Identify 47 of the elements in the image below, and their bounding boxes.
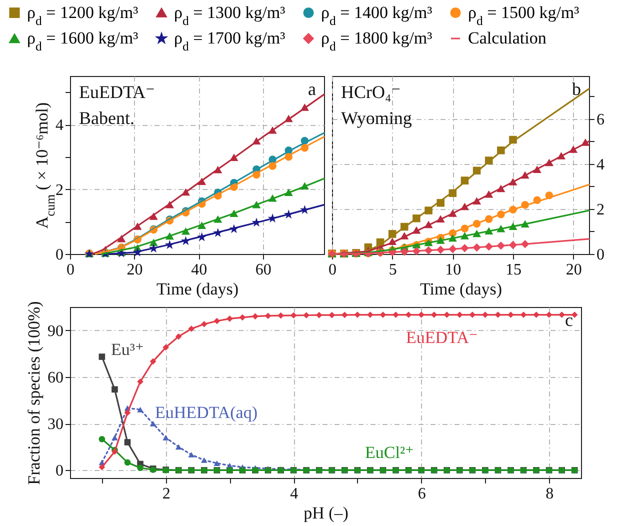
x-tick-label: 4: [290, 486, 298, 502]
annotation: EuHEDTA(aq): [155, 403, 258, 422]
x-tick-label: 20: [126, 262, 143, 278]
x-axis-title: Time (days): [420, 280, 502, 298]
y-tick-label: 90: [48, 322, 64, 340]
x-axis-title: Time (days): [156, 280, 239, 298]
x-tick-label: 10: [445, 262, 462, 278]
y-tick-label: 30: [48, 416, 64, 434]
annotation: EuCl²⁺: [365, 443, 414, 462]
x-tick-label: 40: [191, 262, 208, 278]
y2-tick-label: 2: [596, 201, 604, 218]
chart-title: b: [572, 79, 581, 99]
legend-label: ρ$_{d}$ = 1600 kg/m³: [27, 28, 138, 54]
legend-label: ρ$_{d}$ = 1500 kg/m³: [468, 2, 580, 28]
y2-tick-label: 0: [596, 246, 604, 264]
legend-label: ρ$_{d}$ = 1800 kg/m³: [321, 28, 432, 54]
legend-label: ρ$_{d}$ = 1300 kg/m³: [174, 2, 286, 28]
y2-tick-label: 6: [596, 111, 604, 128]
y-axis-title: Fraction of species (100%): [24, 301, 44, 485]
y-tick-label: 0: [56, 462, 64, 480]
x-tick-label: 0: [328, 262, 336, 278]
legend-label: ρ$_{d}$ = 1200 kg/m³: [27, 2, 138, 28]
x-tick-label: 20: [566, 262, 582, 278]
y-tick-label: 60: [48, 369, 64, 386]
x-tick-label: 15: [505, 262, 522, 278]
chart-title: a: [308, 79, 316, 99]
x-axis-title: pH (–): [304, 504, 348, 522]
legend-label: Calculation: [468, 28, 547, 48]
y2-tick-label: 4: [596, 156, 604, 174]
annotation: EuEDTA⁻: [79, 82, 156, 102]
annotation: EuEDTA⁻: [406, 328, 478, 347]
annotation: Wyoming: [341, 108, 412, 128]
legend-label: ρ$_{d}$ = 1700 kg/m³: [174, 28, 286, 54]
y-tick-label: 0: [56, 246, 64, 264]
x-tick-label: 8: [546, 486, 554, 502]
x-tick-label: 5: [388, 262, 397, 278]
y-tick-label: 4: [56, 117, 64, 134]
annotation: Eu³⁺: [111, 340, 144, 359]
x-tick-label: 6: [418, 486, 426, 502]
x-tick-label: 60: [255, 262, 272, 278]
annotation: Babent.: [79, 108, 134, 128]
legend-label: ρ$_{d}$ = 1400 kg/m³: [321, 2, 432, 28]
x-tick-label: 0: [66, 262, 74, 278]
y-tick-label: 2: [56, 182, 64, 199]
annotation: HCrO₄⁻: [341, 82, 401, 102]
chart-title: c: [565, 310, 573, 330]
x-tick-label: 2: [162, 486, 170, 502]
